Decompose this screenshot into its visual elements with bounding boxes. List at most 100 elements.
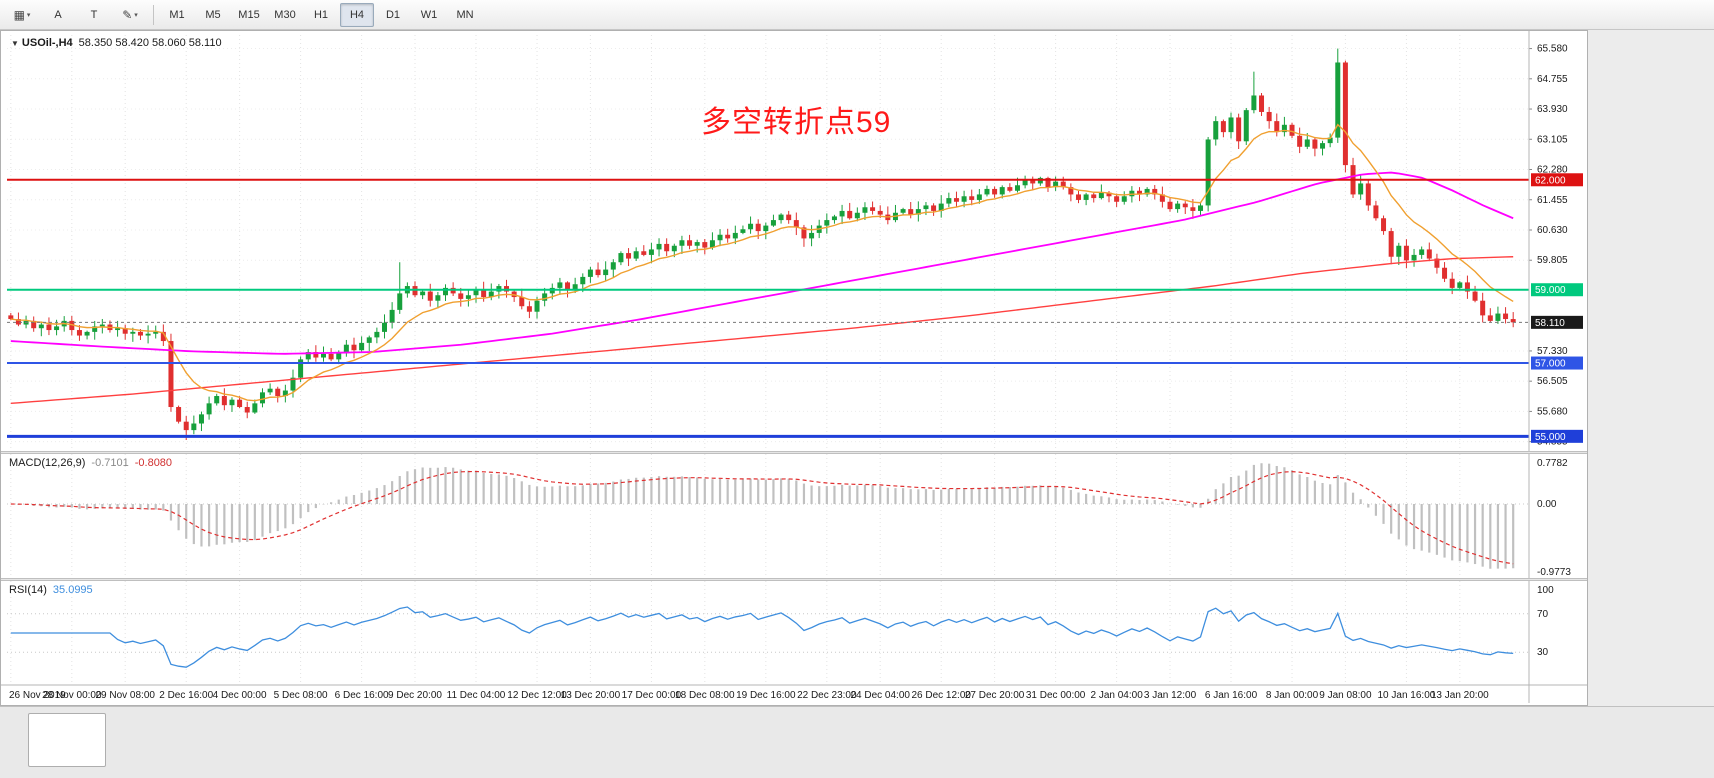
candle-body (160, 331, 166, 342)
price-scale-label: 57.330 (1537, 346, 1568, 357)
candle-body (580, 276, 586, 285)
candle-body (953, 198, 959, 202)
candle-body (458, 293, 464, 299)
ma-line-fast (10, 123, 1514, 402)
candle-body (1289, 124, 1295, 136)
text-tool-button[interactable]: A (54, 8, 62, 21)
timeframe-button-m1[interactable]: M1 (169, 8, 185, 21)
candle-body (732, 232, 738, 239)
candle-body (488, 291, 494, 298)
candle-body (618, 253, 624, 263)
timeframe-button-m15[interactable]: M15 (238, 8, 260, 21)
candle-body (1487, 315, 1493, 321)
date-label: 28 Nov 00:00 (42, 690, 102, 701)
candle-body (1320, 143, 1326, 149)
candle-body (76, 330, 82, 336)
ma-line-mid (10, 171, 1514, 355)
candle-body (38, 324, 44, 329)
date-label: 11 Dec 04:00 (447, 690, 506, 701)
candle-body (938, 203, 944, 211)
candle-body (15, 319, 21, 325)
candle-body (84, 331, 90, 336)
candle-body (1342, 62, 1348, 166)
timeframe-button-m5[interactable]: M5 (205, 8, 221, 21)
rsi-name: RSI(14) (9, 584, 47, 596)
pane-separator-rsi[interactable] (1, 578, 1587, 581)
candle-body (725, 234, 731, 239)
candle-body (8, 315, 14, 320)
candle-body (465, 295, 471, 299)
candle-body (1381, 218, 1387, 232)
candle-body (1198, 205, 1204, 211)
hline-62.000-badge (1531, 173, 1583, 187)
candle-body (374, 331, 380, 338)
macd-label: MACD(12,26,9) -0.7101 -0.8080 (9, 457, 172, 469)
candle-body (587, 269, 593, 277)
timeframe-button-h1[interactable]: H1 (313, 8, 329, 21)
timeframe-button-mn[interactable]: MN (456, 8, 474, 21)
candle-body (755, 223, 761, 232)
pane-separator-macd[interactable] (1, 451, 1587, 454)
candle-body (709, 240, 715, 248)
candle-body (282, 390, 288, 397)
current-price-badge (1531, 315, 1583, 329)
hline-57.000-badge-label: 57.000 (1535, 359, 1566, 370)
candle-body (526, 306, 532, 312)
time-axis-area[interactable] (7, 685, 1529, 703)
candle-body (1434, 258, 1440, 268)
candle-body (1030, 179, 1036, 184)
symbol-label: USOil-,H4 (21, 37, 73, 49)
candle-body (252, 403, 258, 413)
macd-signal-line (10, 470, 1514, 565)
candle-body (877, 210, 883, 215)
candle-body (1205, 139, 1211, 206)
chevron-down-icon: ▾ (26, 11, 31, 19)
candle-body (214, 396, 220, 404)
candle-body (862, 207, 868, 213)
candle-body (1312, 139, 1318, 149)
ohlc-values: 58.350 58.420 58.060 58.110 (78, 37, 222, 49)
candle-body (793, 220, 799, 228)
candle-body (137, 331, 143, 336)
candle-body (717, 234, 723, 241)
candle-body (702, 242, 708, 248)
candle-body (740, 229, 746, 233)
timeframe-button-m30[interactable]: M30 (274, 8, 296, 21)
timeframe-button-w1[interactable]: W1 (420, 8, 438, 21)
timeframe-button-h4[interactable]: H4 (340, 2, 374, 27)
candle-body (1159, 194, 1165, 202)
candle-body (290, 377, 296, 391)
candle-body (1007, 187, 1013, 191)
rsi-line (10, 606, 1514, 668)
candle-body (92, 326, 98, 332)
candle-body (1457, 282, 1463, 288)
timeframe-button-d1[interactable]: D1 (385, 8, 401, 21)
candle-body (1426, 249, 1432, 259)
candle-body (1396, 245, 1402, 257)
line-styles-button[interactable]: ✎ ▾ (113, 3, 147, 27)
macd-scale-bottom: -0.9773 (1537, 567, 1571, 578)
candle-body (1449, 278, 1455, 288)
date-label: 10 Jan 16:00 (1378, 690, 1436, 701)
price-scale-label: 63.105 (1537, 134, 1568, 145)
chart-text-annotation[interactable]: 多空转折点59 (701, 106, 892, 139)
candle-body (1464, 282, 1470, 292)
date-label: 8 Jan 00:00 (1266, 690, 1319, 701)
bottom-left-panel[interactable] (28, 713, 106, 767)
candle-body (641, 251, 647, 255)
candle-body (1167, 201, 1173, 210)
toolbar: ▦ ▾ A T ✎ ▾ M1 M5 M15 M30 H1 H4 D1 W1 MN (0, 0, 1714, 30)
candle-body (679, 240, 685, 246)
type-tool-button[interactable]: T (90, 8, 98, 21)
chart-layout-button[interactable]: ▦ ▾ (5, 3, 39, 27)
candle-body (824, 220, 830, 226)
candle-body (1373, 205, 1379, 219)
timeframe-group: M1 M5 M15 M30 H1 H4 D1 W1 MN (159, 2, 483, 27)
date-label: 18 Dec 08:00 (675, 690, 735, 701)
chart-layout-icon: ▦ (13, 7, 25, 22)
candle-body (1480, 300, 1486, 316)
candle-body (1014, 185, 1020, 191)
candle-body (343, 344, 349, 353)
